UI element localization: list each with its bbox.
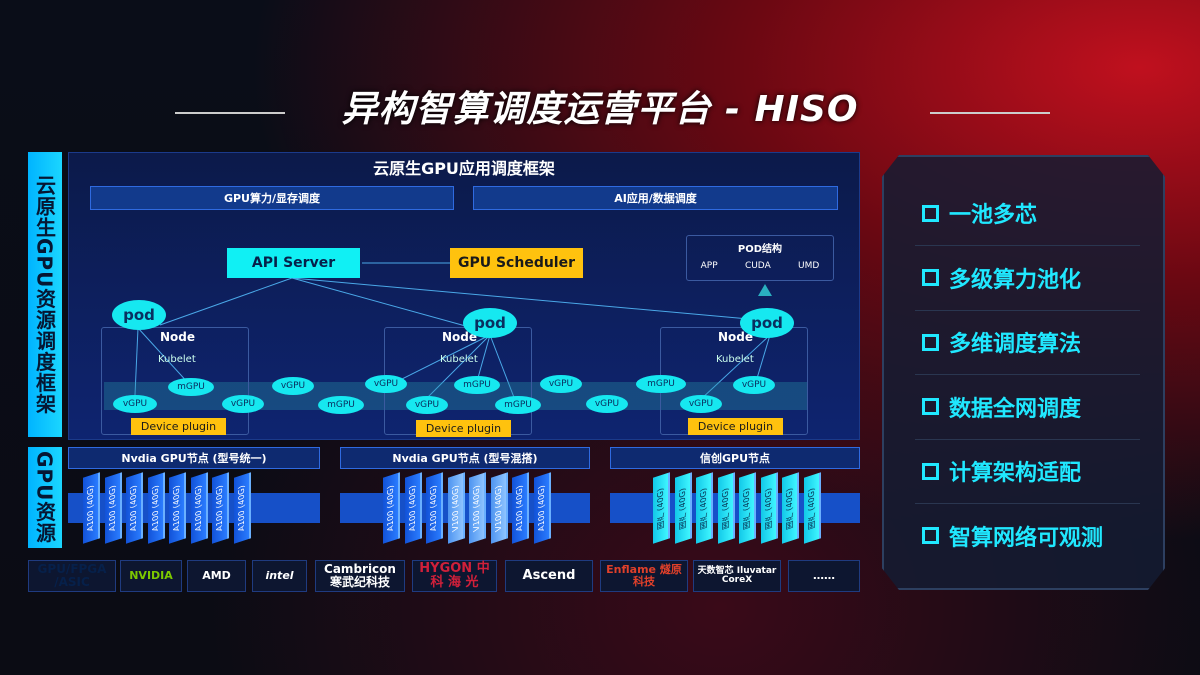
- logo-hygon: HYGON 中 科 海 光: [412, 560, 497, 592]
- gpu-card: A100 (40G): [512, 472, 529, 544]
- gpu-card: A100 (40G): [383, 472, 400, 544]
- feature-item: 智算网络可观测: [922, 520, 1103, 552]
- gpu-card: 国产 (40G): [760, 472, 778, 544]
- checkbox-icon: [922, 398, 939, 415]
- device-plugin: Device plugin: [416, 420, 511, 437]
- gpu-card: A100 (40G): [83, 472, 100, 544]
- framework-title: 云原生GPU应用调度框架: [373, 159, 555, 178]
- gpu-card: V100 (40G): [469, 472, 486, 544]
- feature-item: 多级算力池化: [922, 262, 1081, 294]
- node-label: Node: [160, 330, 196, 344]
- ai-data-scheduling-box: AI应用/数据调度: [473, 186, 838, 210]
- gpu-card: A100 (40G): [169, 472, 186, 544]
- gpu-card: V100 (40G): [490, 472, 508, 544]
- feature-divider: [915, 503, 1140, 504]
- gpu-card: A100 (40G): [426, 472, 443, 544]
- gpu-card: 国产 (40G): [803, 472, 821, 544]
- checkbox-icon: [922, 333, 939, 351]
- gpu-node-header: Nvdia GPU节点 (型号混搭): [340, 447, 590, 469]
- feature-label: 多维调度算法: [949, 332, 1082, 357]
- gpu-card: A100 (40G): [147, 472, 165, 544]
- gpu-scheduler: GPU Scheduler: [450, 248, 583, 278]
- node-label: Node: [718, 330, 754, 344]
- node-label: Node: [442, 330, 478, 344]
- features-panel: [882, 155, 1165, 590]
- kubelet-label: Kubelet: [716, 354, 754, 365]
- gpu-card: 国产 (40G): [739, 472, 756, 544]
- gpu-card: A100 (40G): [533, 472, 551, 544]
- feature-item: 计算架构适配: [922, 455, 1081, 487]
- gpu-node-header: Nvdia GPU节点 (型号统一): [68, 447, 320, 469]
- title-decor-left: [175, 112, 285, 114]
- gpu-card: A100 (40G): [104, 472, 122, 544]
- title-decor-right: [930, 112, 1050, 114]
- logo-enflame: Enflame 燧原科技: [600, 560, 688, 592]
- checkbox-icon: [922, 204, 939, 222]
- feature-divider: [915, 309, 1140, 311]
- feature-divider: [915, 374, 1140, 375]
- gpu-card: A100 (40G): [126, 472, 143, 544]
- side-label-resources: GPU资源: [28, 447, 62, 548]
- logo-amd: AMD: [187, 560, 246, 592]
- gpu-card: 国产 (40G): [653, 472, 670, 544]
- device-plugin: Device plugin: [688, 418, 783, 435]
- checkbox-icon: [922, 527, 939, 544]
- feature-item: 一池多芯: [922, 197, 1037, 229]
- gpu-card: A100 (40G): [233, 472, 251, 544]
- feature-divider: [915, 438, 1140, 440]
- logo-intel: intel: [252, 560, 307, 592]
- feature-label: 智算网络可观测: [949, 525, 1104, 551]
- logo-nvidia: NVIDIA: [120, 560, 182, 592]
- feature-divider: [915, 245, 1140, 246]
- gpu-node-header: 信创GPU节点: [610, 447, 860, 469]
- gpu-card: 国产 (40G): [717, 472, 735, 544]
- gpu-card: 国产 (40G): [696, 472, 713, 544]
- gpu-card: V100 (40G): [447, 472, 465, 544]
- gpu-rack: [340, 493, 590, 523]
- vendor-category-label: GPU/FPGA /ASIC: [28, 560, 116, 592]
- feature-label: 数据全网调度: [949, 396, 1082, 422]
- api-server: API Server: [227, 248, 360, 278]
- feature-label: 计算架构适配: [949, 461, 1082, 486]
- feature-item: 多维调度算法: [922, 326, 1081, 358]
- arrow-up-icon: [758, 284, 772, 296]
- feature-item: 数据全网调度: [922, 391, 1081, 423]
- logo-iluvatar: 天数智芯 Iluvatar CoreX: [693, 560, 781, 592]
- feature-label: 多级算力池化: [949, 267, 1082, 293]
- side-label-scheduling: 云原生GPU资源调度框架: [28, 152, 62, 437]
- gpu-card: A100 (40G): [212, 472, 229, 544]
- checkbox-icon: [922, 269, 939, 286]
- logo-ascend: Ascend: [505, 560, 593, 592]
- device-plugin: Device plugin: [131, 418, 226, 435]
- kubelet-label: Kubelet: [440, 354, 478, 365]
- gpu-card: 国产 (40G): [674, 472, 692, 544]
- gpu-card: 国产 (40G): [782, 472, 799, 544]
- logo-cambricon: Cambricon 寒武纪科技: [315, 560, 405, 592]
- gpu-scheduling-box: GPU算力/显存调度: [90, 186, 454, 210]
- feature-label: 一池多芯: [949, 203, 1038, 228]
- page-title: 异构智算调度运营平台 - HISO: [341, 89, 859, 130]
- logo-more: ……: [788, 560, 860, 592]
- gpu-rack: [610, 493, 860, 523]
- kubelet-label: Kubelet: [158, 354, 196, 365]
- gpu-card: A100 (40G): [404, 472, 422, 544]
- checkbox-icon: [922, 462, 939, 480]
- gpu-card: A100 (40G): [190, 472, 208, 544]
